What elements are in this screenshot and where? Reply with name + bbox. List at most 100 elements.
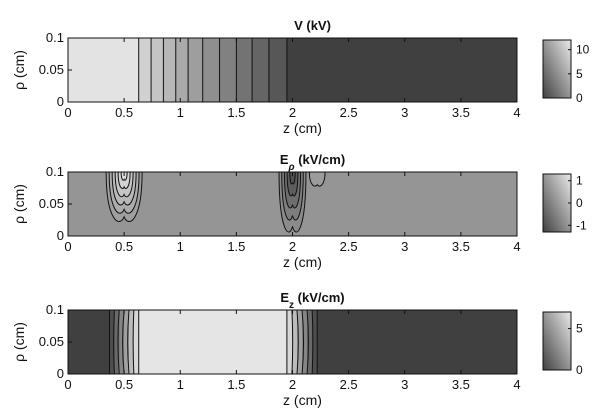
fall-band-5: [312, 310, 318, 374]
band-1: [138, 38, 152, 102]
ytick-label: 0: [57, 366, 64, 381]
xtick-label: 2.5: [340, 105, 358, 120]
fall-band-3: [302, 310, 308, 374]
x-axis-label: z (cm): [283, 254, 322, 270]
panel-title: Eρ (kV/cm): [280, 152, 345, 173]
xtick-label: 1: [177, 239, 184, 254]
rise-contour-4: [127, 310, 130, 374]
xtick-label: 0: [64, 239, 71, 254]
colorbar-tick-label: 0: [576, 363, 583, 377]
xtick-label: 2: [289, 239, 296, 254]
rise-contour-1: [113, 310, 115, 374]
band-3: [163, 38, 177, 102]
fall-contour-4: [306, 310, 309, 374]
xtick-label: 0.5: [115, 239, 133, 254]
xtick-label: 3: [401, 377, 408, 392]
y-axis-label: ρ (cm): [11, 50, 27, 90]
rise-band-0: [109, 310, 115, 374]
fall-contour-2: [296, 310, 299, 374]
plot-area: [68, 310, 517, 374]
xtick-label: 3: [401, 105, 408, 120]
y-axis-label: ρ (cm): [11, 322, 27, 362]
colorbar: 0 5 10: [542, 39, 590, 105]
band-7: [219, 38, 237, 102]
panel-1: V (kV) 0 0.5 1 1.5 2 2.5 3 3.5 4 0 0.05 0.1 z (cm) ρ (…: [11, 18, 590, 136]
xtick-label: 4: [513, 239, 520, 254]
xtick-label: 1.5: [227, 239, 245, 254]
plot-area: [68, 172, 517, 236]
ytick-label: 0.05: [39, 334, 64, 349]
rise-contour-2: [117, 310, 120, 374]
ytick-label: 0.05: [39, 196, 64, 211]
colorbar-tick-label: 10: [576, 43, 590, 57]
colorbar-tick-label: 5: [576, 67, 583, 81]
rise-band-2: [119, 310, 125, 374]
xtick-label: 0: [64, 105, 71, 120]
band-11: [286, 38, 517, 102]
feature-2-level-0: [308, 172, 326, 187]
ytick-label: 0: [57, 228, 64, 243]
xtick-label: 2.5: [340, 377, 358, 392]
xtick-label: 3: [401, 239, 408, 254]
band-5: [188, 38, 204, 102]
colorbar-tick-label: 0: [576, 91, 583, 105]
xtick-label: 2: [289, 377, 296, 392]
xtick-label: 2.5: [340, 239, 358, 254]
ytick-label: 0.1: [46, 164, 64, 179]
colorbar: 05: [542, 311, 583, 377]
ytick-label: 0: [57, 94, 64, 109]
fall-band-1: [291, 310, 298, 374]
xtick-label: 0.5: [115, 105, 133, 120]
ytick-label: 0.05: [39, 62, 64, 77]
band-10: [268, 38, 288, 102]
band-6: [202, 38, 221, 102]
band-4: [175, 38, 189, 102]
colorbar: -1 0 1: [542, 173, 587, 233]
xtick-label: 1: [177, 105, 184, 120]
xtick-label: 1.5: [227, 377, 245, 392]
rise-band-4: [128, 310, 135, 374]
band-9: [252, 38, 270, 102]
fall-contour-5: [311, 310, 314, 374]
plateau: [138, 310, 287, 374]
plot-area: [68, 38, 517, 102]
rise-band-1: [114, 310, 120, 374]
colorbar-tick-label: 1: [576, 174, 583, 188]
panel-2: Eρ (kV/cm) 0 0.5 1 1.5 2 2.5 3 3.5 4 0 0.05 0.1 z (cm…: [11, 152, 587, 270]
panel-title: V (kV): [294, 18, 331, 33]
band-2: [151, 38, 164, 102]
xtick-label: 4: [513, 105, 520, 120]
x-axis-label: z (cm): [283, 392, 322, 408]
colorbar-gradient: [542, 311, 572, 371]
rise-contour-5: [132, 310, 135, 374]
feature-0-level-5: [120, 172, 128, 181]
band-8: [236, 38, 253, 102]
fall-band-0: [286, 310, 293, 374]
ytick-label: 0.1: [46, 30, 64, 45]
fall-contour-3: [301, 310, 305, 374]
xtick-label: 4: [513, 377, 520, 392]
fall-contour-1: [291, 310, 294, 374]
xtick-label: 3.5: [452, 377, 470, 392]
colorbar-tick-label: 5: [576, 322, 583, 336]
xtick-label: 3.5: [452, 105, 470, 120]
feature-1-level-4: [289, 172, 296, 185]
rise-band-3: [124, 310, 130, 374]
panel-title: Ez (kV/cm): [280, 290, 344, 311]
rise-band-5: [133, 310, 140, 374]
xtick-label: 1: [177, 377, 184, 392]
xtick-label: 0.5: [115, 377, 133, 392]
rise-contour-3: [122, 310, 125, 374]
colorbar-tick-label: -1: [576, 218, 587, 232]
xtick-label: 0: [64, 377, 71, 392]
y-axis-label: ρ (cm): [11, 184, 27, 224]
colorbar-gradient: [542, 173, 572, 233]
xtick-label: 1.5: [227, 105, 245, 120]
xtick-label: 2: [289, 105, 296, 120]
xtick-label: 3.5: [452, 239, 470, 254]
fall-band-4: [307, 310, 313, 374]
colorbar-tick-label: 0: [576, 196, 583, 210]
band-0: [68, 38, 140, 102]
